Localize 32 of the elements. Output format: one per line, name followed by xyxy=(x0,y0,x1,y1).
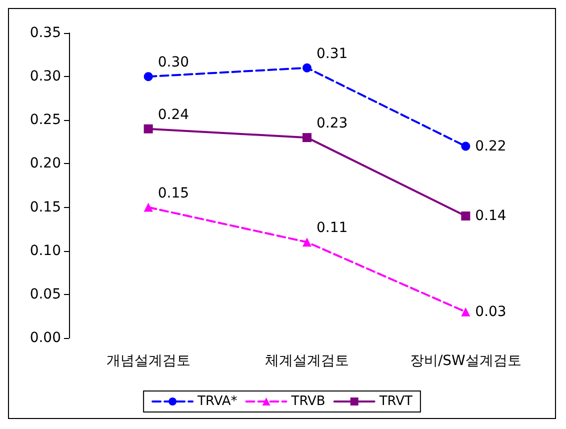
legend-label: TRVT xyxy=(378,394,413,409)
point xyxy=(461,212,470,220)
y-tick-label: 0.25 xyxy=(30,112,61,128)
data-label: 0.22 xyxy=(475,138,506,154)
data-label: 0.14 xyxy=(475,208,506,224)
point xyxy=(302,133,312,142)
y-tick-label: 0.00 xyxy=(30,330,61,346)
data-label: 0.11 xyxy=(316,220,348,236)
y-tick-label: 0.15 xyxy=(30,199,61,216)
x-tick-label: 개념설계검토 xyxy=(106,353,190,369)
point xyxy=(144,202,153,212)
data-label: 0.31 xyxy=(316,46,348,62)
data-label: 0.23 xyxy=(316,116,348,132)
y-tick-label: 0.05 xyxy=(30,286,61,302)
data-label: 0.15 xyxy=(158,185,190,202)
data-label: 0.30 xyxy=(158,54,190,71)
data-label: 0.24 xyxy=(158,106,190,123)
y-tick-label: 0.20 xyxy=(30,156,61,172)
legend-label: TRVB xyxy=(290,394,326,409)
point xyxy=(461,307,470,316)
point xyxy=(302,63,312,72)
point xyxy=(302,238,312,247)
data-label: 0.03 xyxy=(475,304,506,320)
y-tick-label: 0.10 xyxy=(30,242,61,259)
point xyxy=(144,124,153,134)
y-tick-label: 0.35 xyxy=(30,25,61,41)
point xyxy=(144,72,153,82)
x-tick-label: 체계설계검토 xyxy=(265,353,349,369)
x-tick-label: 장비/SW설계검토 xyxy=(410,353,522,369)
legend-label: TRVA* xyxy=(196,394,238,409)
point xyxy=(461,142,470,151)
y-tick-label: 0.30 xyxy=(30,68,61,85)
